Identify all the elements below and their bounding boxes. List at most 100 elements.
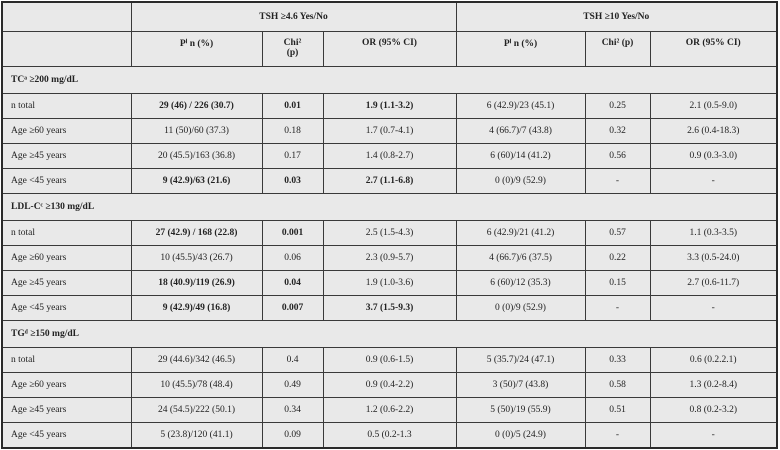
table-row: Age <45 years 5 (23.8)/120 (41.1) 0.09 0.5 … [1, 422, 778, 449]
cell-p-tsh10: 6 (42.9)/23 (45.1) [455, 92, 586, 119]
section-title: TCᵃ ≥200 mg/dL [1, 65, 778, 94]
cell-chi-tsh46: 0.09 [261, 422, 324, 449]
cell-chi-tsh10: 0.25 [584, 92, 651, 119]
cell-p-tsh10: 5 (50)/19 (55.9) [455, 397, 586, 424]
row-label: n total [1, 92, 132, 119]
row-label: Age ≥45 years [1, 397, 132, 424]
section-title: TGᵈ ≥150 mg/dL [1, 320, 778, 349]
table-row: Age ≥60 years 10 (45.5)/78 (48.4) 0.49 0.9 … [1, 372, 778, 399]
cell-p-tsh46: 20 (45.5)/163 (36.8) [130, 142, 263, 169]
cell-chi-tsh10: 0.32 [584, 117, 651, 144]
table-row: Age <45 years 9 (42.9)/63 (21.6) 0.03 2.7 (… [1, 167, 778, 194]
cell-p-tsh10: 0 (0)/5 (24.9) [455, 422, 586, 449]
cell-or-tsh10: - [649, 167, 778, 194]
cell-or-tsh46: 1.4 (0.8-2.7) [322, 142, 457, 169]
cell-or-tsh10: 0.8 (0.2-3.2) [649, 397, 778, 424]
cell-p-tsh10: 0 (0)/9 (52.9) [455, 167, 586, 194]
col-header-or: OR (95% CI) [649, 30, 778, 67]
cell-or-tsh10: 3.3 (0.5-24.0) [649, 244, 778, 272]
cell-p-tsh10: 6 (42.9)/21 (41.2) [455, 219, 586, 246]
cell-chi-tsh10: 0.15 [584, 269, 651, 297]
cell-chi-tsh10: 0.57 [584, 219, 651, 246]
section-row: TGᵈ ≥150 mg/dL [1, 320, 778, 349]
cell-chi-tsh46: 0.17 [261, 142, 324, 169]
cell-p-tsh46: 24 (54.5)/222 (50.1) [130, 397, 263, 424]
col-header-chi: Chi² (p) [261, 30, 324, 67]
table-row: n total 29 (44.6)/342 (46.5) 0.4 0.9 (0.6-1… [1, 347, 778, 374]
cell-chi-tsh10: 0.22 [584, 244, 651, 272]
section-row: TCᵃ ≥200 mg/dL [1, 65, 778, 94]
cell-p-tsh46: 18 (40.9)/119 (26.9) [130, 269, 263, 297]
row-label: Age ≥60 years [1, 372, 132, 399]
cell-or-tsh46: 3.7 (1.5-9.3) [322, 295, 457, 322]
table-row: n total 27 (42.9) / 168 (22.8) 0.001 2.5 (1… [1, 219, 778, 246]
cell-p-tsh10: 4 (66.7)/7 (43.8) [455, 117, 586, 144]
cell-or-tsh10: 0.9 (0.3-3.0) [649, 142, 778, 169]
cell-or-tsh10: 2.7 (0.6-11.7) [649, 269, 778, 297]
cell-p-tsh46: 10 (45.5)/43 (26.7) [130, 244, 263, 272]
cell-chi-tsh46: 0.03 [261, 167, 324, 194]
cell-p-tsh46: 9 (42.9)/49 (16.8) [130, 295, 263, 322]
cell-chi-tsh46: 0.4 [261, 347, 324, 374]
cell-p-tsh46: 27 (42.9) / 168 (22.8) [130, 219, 263, 246]
row-label: Age <45 years [1, 295, 132, 322]
cell-or-tsh10: 2.6 (0.4-18.3) [649, 117, 778, 144]
col-header-or: OR (95% CI) [322, 30, 457, 67]
table-row: Age ≥45 years 24 (54.5)/222 (50.1) 0.34 1.2… [1, 397, 778, 424]
row-label: Age <45 years [1, 422, 132, 449]
row-label: Age ≥60 years [1, 117, 132, 144]
cell-p-tsh10: 0 (0)/9 (52.9) [455, 295, 586, 322]
cell-or-tsh46: 2.5 (1.5-4.3) [322, 219, 457, 246]
group-header-tsh-10: TSH ≥10 Yes/No [455, 1, 778, 32]
cell-or-tsh10: - [649, 295, 778, 322]
cell-or-tsh46: 0.9 (0.6-1.5) [322, 347, 457, 374]
cell-or-tsh46: 2.7 (1.1-6.8) [322, 167, 457, 194]
col-header-p: Pⁱ n (%) [130, 30, 263, 67]
row-label: n total [1, 347, 132, 374]
group-header-tsh-4-6: TSH ≥4.6 Yes/No [130, 1, 457, 32]
cell-p-tsh46: 5 (23.8)/120 (41.1) [130, 422, 263, 449]
chi-p-label: (p) [286, 47, 299, 58]
row-label: Age ≥45 years [1, 269, 132, 297]
cell-p-tsh46: 29 (46) / 226 (30.7) [130, 92, 263, 119]
col-header-p: Pⁱ n (%) [455, 30, 586, 67]
cell-or-tsh46: 0.5 (0.2-1.3 [322, 422, 457, 449]
cell-or-tsh46: 1.2 (0.6-2.2) [322, 397, 457, 424]
cell-p-tsh46: 9 (42.9)/63 (21.6) [130, 167, 263, 194]
cell-p-tsh10: 6 (60)/14 (41.2) [455, 142, 586, 169]
cell-or-tsh10: 2.1 (0.5-9.0) [649, 92, 778, 119]
table-row: Age ≥45 years 18 (40.9)/119 (26.9) 0.04 1.9… [1, 269, 778, 297]
col-header-chi: Chi² (p) [584, 30, 651, 67]
cell-p-tsh46: 29 (44.6)/342 (46.5) [130, 347, 263, 374]
cell-chi-tsh46: 0.001 [261, 219, 324, 246]
cell-or-tsh10: - [649, 422, 778, 449]
table-row: n total 29 (46) / 226 (30.7) 0.01 1.9 (1.1-… [1, 92, 778, 119]
cell-chi-tsh46: 0.01 [261, 92, 324, 119]
corner-cell [1, 1, 132, 32]
cell-chi-tsh46: 0.49 [261, 372, 324, 399]
cell-chi-tsh10: - [584, 295, 651, 322]
cell-or-tsh10: 0.6 (0.2.2.1) [649, 347, 778, 374]
cell-chi-tsh46: 0.04 [261, 269, 324, 297]
cell-p-tsh10: 5 (35.7)/24 (47.1) [455, 347, 586, 374]
cell-chi-tsh46: 0.34 [261, 397, 324, 424]
cell-p-tsh46: 10 (45.5)/78 (48.4) [130, 372, 263, 399]
cell-p-tsh10: 6 (60)/12 (35.3) [455, 269, 586, 297]
cell-or-tsh46: 1.9 (1.1-3.2) [322, 92, 457, 119]
cell-chi-tsh46: 0.06 [261, 244, 324, 272]
section-title: LDL-Cᶜ ≥130 mg/dL [1, 192, 778, 221]
cell-or-tsh10: 1.3 (0.2-8.4) [649, 372, 778, 399]
table-row: Age <45 years 9 (42.9)/49 (16.8) 0.007 3.7 … [1, 295, 778, 322]
cell-or-tsh46: 2.3 (0.9-5.7) [322, 244, 457, 272]
section-row: LDL-Cᶜ ≥130 mg/dL [1, 192, 778, 221]
row-label: n total [1, 219, 132, 246]
cell-p-tsh10: 3 (50)/7 (43.8) [455, 372, 586, 399]
cell-or-tsh46: 0.9 (0.4-2.2) [322, 372, 457, 399]
cell-chi-tsh46: 0.007 [261, 295, 324, 322]
chi-label: Chi² [283, 37, 302, 48]
cell-or-tsh46: 1.9 (1.0-3.6) [322, 269, 457, 297]
cell-or-tsh10: 1.1 (0.3-3.5) [649, 219, 778, 246]
cell-chi-tsh46: 0.18 [261, 117, 324, 144]
cell-chi-tsh10: - [584, 422, 651, 449]
